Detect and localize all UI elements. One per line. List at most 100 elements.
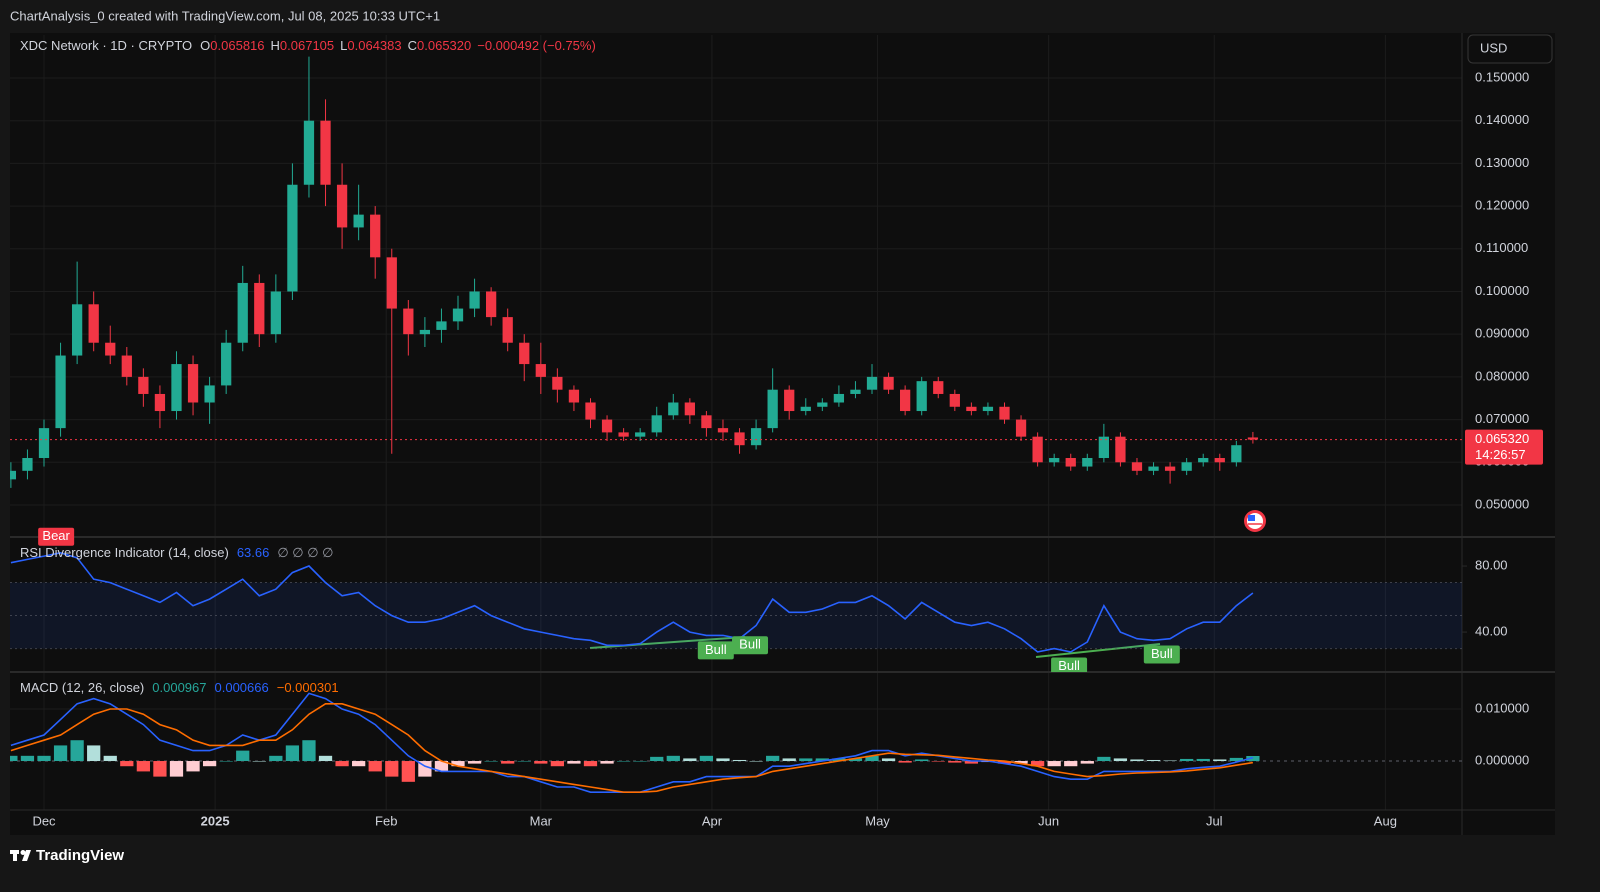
y-tick-label: 0.050000 bbox=[1475, 496, 1529, 511]
legend-value: 0.065816 bbox=[210, 38, 264, 53]
candle-body bbox=[403, 308, 414, 335]
legend-key: H bbox=[271, 38, 280, 53]
x-tick-label: Apr bbox=[702, 813, 723, 828]
histogram-bar bbox=[10, 755, 18, 762]
candle-body bbox=[1247, 437, 1259, 440]
histogram-bar bbox=[815, 758, 829, 762]
candle-body bbox=[651, 415, 662, 433]
candle-body bbox=[784, 389, 795, 412]
candle-body bbox=[1098, 436, 1109, 459]
histogram-bar bbox=[832, 758, 846, 762]
histogram-bar bbox=[1213, 759, 1227, 762]
histogram-bar bbox=[269, 755, 283, 762]
y-tick-label: 0.010000 bbox=[1475, 700, 1529, 715]
logo-part bbox=[13, 850, 17, 861]
price-pane bbox=[10, 56, 1462, 488]
histogram-bar bbox=[782, 758, 796, 762]
candle-body bbox=[866, 376, 878, 390]
candle-body bbox=[138, 376, 149, 394]
candle-body bbox=[1148, 466, 1159, 471]
histogram-bar bbox=[186, 761, 200, 772]
histogram-bar bbox=[1113, 758, 1128, 762]
rsi-value: 63.66 bbox=[237, 545, 270, 560]
y-tick-label: 0.130000 bbox=[1475, 155, 1529, 170]
legend-value: 0.065320 bbox=[417, 38, 471, 53]
histogram-bar bbox=[1196, 758, 1210, 762]
histogram-bar bbox=[948, 761, 962, 763]
signal-label: Bull bbox=[1151, 646, 1173, 661]
candle-body bbox=[800, 406, 811, 412]
signal-label: Bear bbox=[42, 528, 70, 543]
y-tick-label: 0.110000 bbox=[1475, 240, 1528, 255]
currency-label[interactable]: USD bbox=[1480, 40, 1507, 55]
currency-button[interactable] bbox=[1467, 34, 1553, 64]
histogram-bar bbox=[70, 740, 84, 762]
candle-body bbox=[552, 376, 563, 390]
y-tick-label: 0.120000 bbox=[1475, 198, 1529, 213]
y-tick-label: 80.00 bbox=[1475, 557, 1508, 572]
candle-body bbox=[38, 428, 50, 459]
candle-body bbox=[237, 282, 248, 343]
candle-body bbox=[187, 364, 199, 403]
histogram-bar bbox=[401, 761, 415, 782]
rsi-pane: Bear Bull Bull Bull Bull bbox=[10, 527, 1462, 672]
macd-value: 0.000666 bbox=[215, 680, 269, 695]
legend-key: O bbox=[200, 38, 210, 53]
x-tick-label: Dec bbox=[32, 813, 56, 828]
histogram-bar bbox=[20, 755, 35, 762]
candle-body bbox=[767, 389, 778, 429]
histogram-bar bbox=[1097, 756, 1111, 762]
candle-body bbox=[386, 257, 397, 309]
histogram-bar bbox=[732, 759, 747, 762]
candle-body bbox=[817, 402, 828, 407]
candle-body bbox=[469, 291, 480, 309]
signal-label-box bbox=[732, 636, 769, 655]
candle-body bbox=[353, 214, 364, 228]
signal-label-box bbox=[1143, 645, 1180, 664]
signal-value: −0.000301 bbox=[277, 680, 339, 695]
candle-body bbox=[750, 428, 762, 446]
histogram-bar bbox=[451, 761, 465, 767]
histogram-bar bbox=[219, 761, 233, 762]
logo-part bbox=[20, 850, 26, 855]
candle-body bbox=[88, 304, 99, 343]
histogram-bar bbox=[1229, 757, 1243, 762]
histogram-bar bbox=[550, 761, 564, 767]
y-tick-label: 0.000000 bbox=[1475, 752, 1529, 767]
legend-key: C bbox=[408, 38, 417, 53]
candle-body bbox=[154, 393, 166, 412]
macd-title: MACD (12, 26, close) bbox=[20, 680, 144, 695]
last-price-label: 0.065320 bbox=[1475, 431, 1529, 446]
histogram-bar bbox=[385, 761, 399, 777]
macd-legend: MACD (12, 26, close) 0.000967 0.000666 −0.0… bbox=[20, 680, 339, 695]
rsi-status: ∅ ∅ ∅ ∅ bbox=[277, 545, 333, 560]
histogram-bar bbox=[252, 761, 266, 762]
candle-body bbox=[999, 406, 1010, 420]
signal-label-box bbox=[1051, 657, 1088, 672]
candle-body bbox=[436, 321, 447, 330]
candle-body bbox=[1131, 462, 1143, 471]
axes: Dec 2025 Feb Mar Apr May Jun Jul Aug 0.050000 0.06… bbox=[32, 69, 1543, 828]
histogram-bar bbox=[517, 761, 531, 762]
candle-body bbox=[1115, 436, 1126, 463]
candle-body bbox=[916, 381, 927, 412]
candle-body bbox=[585, 402, 596, 420]
rsi-legend: RSI Divergence Indicator (14, close) 63.6… bbox=[20, 545, 334, 560]
rsi-title: RSI Divergence Indicator (14, close) bbox=[20, 545, 229, 560]
candle-body bbox=[303, 120, 315, 185]
signal-label-box bbox=[697, 641, 734, 660]
brand-logo bbox=[10, 850, 31, 861]
divergence-line bbox=[1035, 643, 1161, 658]
signal-label: Bull bbox=[739, 637, 761, 652]
candle-body bbox=[535, 364, 546, 377]
histogram-bar bbox=[467, 761, 482, 764]
histogram-bar bbox=[616, 761, 631, 762]
signal-label-box bbox=[38, 527, 75, 546]
candle-body bbox=[982, 406, 994, 412]
histogram-bar bbox=[534, 761, 548, 764]
candle-body bbox=[254, 282, 265, 335]
histogram-bar bbox=[53, 745, 68, 762]
legend-key: L bbox=[340, 38, 347, 53]
histogram-bar bbox=[352, 761, 366, 767]
candle-body bbox=[485, 291, 497, 318]
